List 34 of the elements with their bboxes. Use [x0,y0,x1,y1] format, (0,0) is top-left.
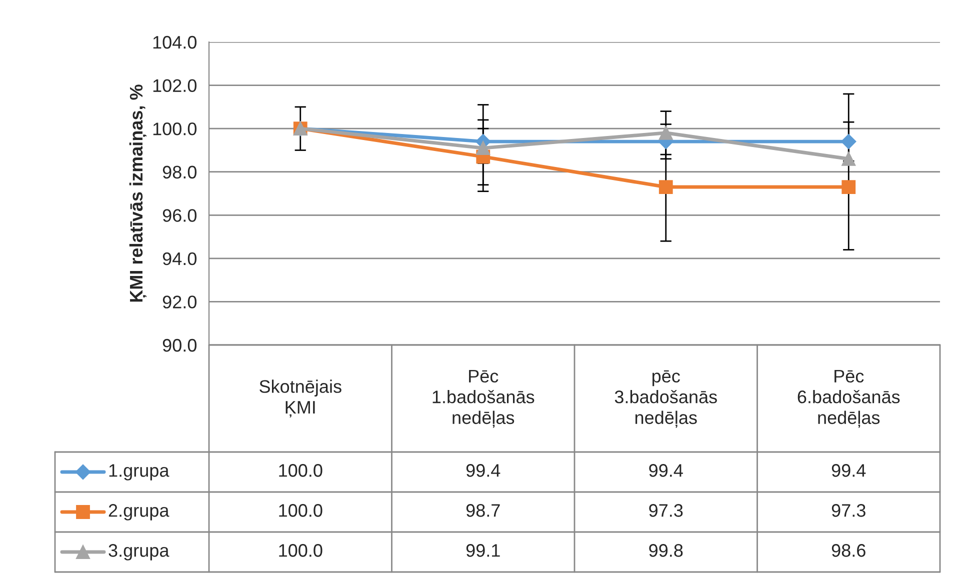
y-tick-label: 100.0 [153,122,196,136]
x-tick-label: pēc 3.badošanās nedēļas [614,370,717,428]
y-tick-label: 90.0 [162,338,196,352]
point [842,180,856,194]
data-label: 98.6 [832,544,866,557]
data-label: 98.7 [466,504,500,517]
point [841,134,856,150]
data-label: 99.4 [466,464,500,477]
data-label: 99.8 [649,544,683,557]
y-tick-label: 98.0 [162,166,196,179]
data-label: 100.0 [279,504,322,517]
y-tick-label: 102.0 [153,79,196,92]
data-label: 99.1 [466,544,500,557]
legend-label: 2.grupa [108,504,170,520]
y-axis-title: ĶMI relatīvās izmaiņas, % [129,84,146,302]
data-label: 100.0 [279,544,322,557]
data-label: 100.0 [279,464,322,477]
y-tick-label: 94.0 [162,252,196,266]
x-tick-label: Skotnējais ĶMI [260,380,342,418]
y-tick-label: 104.0 [153,36,196,49]
data-label: 97.3 [832,504,866,517]
point [476,141,490,155]
legend-label: 3.grupa [108,544,170,560]
data-label: 99.4 [649,464,683,477]
point [658,126,673,140]
data-label: 97.3 [649,504,683,517]
point [842,152,856,166]
data-label: 99.4 [832,464,866,477]
point [658,180,673,194]
x-tick-label: Pēc 1.badošanās nedēļas [432,370,534,428]
legend-label: 1.grupa [109,464,170,480]
y-tick-label: 92.0 [162,296,196,308]
y-tick-label: 96.0 [162,209,196,222]
x-tick-label: Pēc 6.badošanās nedēļas [798,370,900,428]
